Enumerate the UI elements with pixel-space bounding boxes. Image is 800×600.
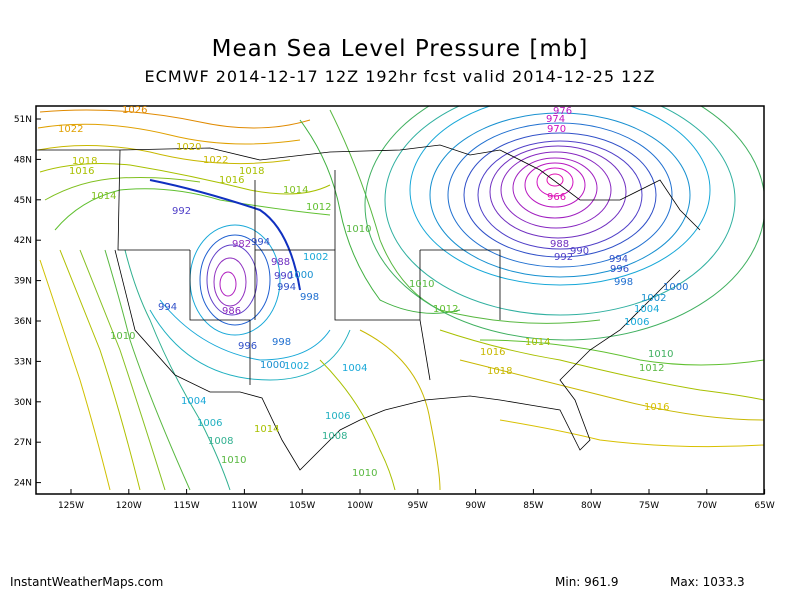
contour-label: 1010 xyxy=(110,331,135,342)
contour-label: 996 xyxy=(238,341,257,352)
lon-tick-label: 125W xyxy=(58,501,84,511)
contour-label: 1002 xyxy=(284,361,309,372)
lat-tick-label: 39N xyxy=(14,277,32,287)
contour-label: 996 xyxy=(610,264,629,275)
contour-labels: 1026102210221020101810181018101610161016… xyxy=(58,105,688,479)
contour-label: 966 xyxy=(547,192,566,203)
contour-label: 994 xyxy=(609,254,628,265)
lon-tick-label: 65W xyxy=(754,501,774,511)
lat-tick-label: 24N xyxy=(14,479,32,489)
contour-label: 1022 xyxy=(58,124,83,135)
contour-label: 1014 xyxy=(254,424,279,435)
site-credit: InstantWeatherMaps.com xyxy=(10,575,164,589)
contour-label: 982 xyxy=(232,239,251,250)
contour-label: 1018 xyxy=(72,156,97,167)
contour-label: 1006 xyxy=(325,411,350,422)
contour-label: 992 xyxy=(554,252,573,263)
contour-label: 1010 xyxy=(648,349,673,360)
contour-label: 1004 xyxy=(342,363,367,374)
contour-label: 994 xyxy=(251,237,270,248)
lon-tick-label: 70W xyxy=(697,501,717,511)
map-title: Mean Sea Level Pressure [mb] xyxy=(211,36,589,62)
contour-label: 1004 xyxy=(181,396,206,407)
contour-label: 1018 xyxy=(239,166,264,177)
map-subtitle: ECMWF 2014-12-17 12Z 192hr fcst valid 20… xyxy=(144,67,656,86)
lat-tick-label: 36N xyxy=(14,317,32,327)
contour-label: 1016 xyxy=(480,347,505,358)
latitude-axis: 51N 48N 45N 42N 39N 36N 33N 30N 27N 24N xyxy=(14,115,41,489)
contour-label: 1000 xyxy=(260,360,285,371)
lat-tick-label: 51N xyxy=(14,115,32,125)
contour-label: 998 xyxy=(300,292,319,303)
lon-tick-label: 85W xyxy=(523,501,543,511)
lat-tick-label: 45N xyxy=(14,196,32,206)
contour-label: 1002 xyxy=(641,293,666,304)
lat-tick-label: 30N xyxy=(14,398,32,408)
contour-label: 1022 xyxy=(203,155,228,166)
contour-label: 1002 xyxy=(303,252,328,263)
contour-label: 1004 xyxy=(634,304,659,315)
contour-label: 1014 xyxy=(91,191,116,202)
lon-tick-label: 95W xyxy=(408,501,428,511)
lat-tick-label: 27N xyxy=(14,438,32,448)
lon-tick-label: 120W xyxy=(116,501,142,511)
lon-tick-label: 80W xyxy=(581,501,601,511)
contour-label: 1010 xyxy=(346,224,371,235)
lat-tick-label: 42N xyxy=(14,236,32,246)
contour-label: 1010 xyxy=(409,279,434,290)
contour-label: 1010 xyxy=(352,468,377,479)
contour-label: 1016 xyxy=(644,402,669,413)
contour-label: 1012 xyxy=(433,304,458,315)
contour-label: 990 xyxy=(274,271,293,282)
longitude-axis: 125W 120W 115W 110W 105W 100W 95W 90W 85W 80W 75W 7… xyxy=(58,489,775,511)
lon-tick-label: 90W xyxy=(465,501,485,511)
contour-label: 1000 xyxy=(288,270,313,281)
contour-label: 1006 xyxy=(624,317,649,328)
map-frame xyxy=(35,105,765,495)
lat-tick-label: 33N xyxy=(14,357,32,367)
contour-label: 970 xyxy=(547,124,566,135)
contour-label: 1000 xyxy=(663,282,688,293)
contour-label: 998 xyxy=(614,277,633,288)
contour-label: 1010 xyxy=(221,455,246,466)
contour-label: 990 xyxy=(570,246,589,257)
contour-label: 1020 xyxy=(176,142,201,153)
contour-label: 1006 xyxy=(197,418,222,429)
lon-tick-label: 110W xyxy=(231,501,257,511)
contour-label: 992 xyxy=(172,206,191,217)
contour-label: 976 xyxy=(553,106,572,117)
contour-label: 1012 xyxy=(639,363,664,374)
contour-label: 988 xyxy=(271,257,290,268)
lon-tick-label: 115W xyxy=(174,501,200,511)
contour-label: 986 xyxy=(222,306,241,317)
contour-label: 1016 xyxy=(69,166,94,177)
contour-label: 1008 xyxy=(208,436,233,447)
contour-label: 1014 xyxy=(283,185,308,196)
contour-label: 998 xyxy=(272,337,291,348)
contour-label: 974 xyxy=(546,114,565,125)
max-pressure: Max: 1033.3 xyxy=(670,575,745,589)
contour-label: 994 xyxy=(158,302,177,313)
contour-label: 1012 xyxy=(306,202,331,213)
contour-label: 1016 xyxy=(219,175,244,186)
contour-label: 994 xyxy=(277,282,296,293)
contour-label: 1018 xyxy=(487,366,512,377)
lon-tick-label: 105W xyxy=(289,501,315,511)
contour-label: 1014 xyxy=(525,337,550,348)
contour-label: 1008 xyxy=(322,431,347,442)
contour-label: 988 xyxy=(550,239,569,250)
lon-tick-label: 75W xyxy=(639,501,659,511)
lat-tick-label: 48N xyxy=(14,155,32,165)
min-pressure: Min: 961.9 xyxy=(555,575,619,589)
lon-tick-label: 100W xyxy=(347,501,373,511)
contour-label: 1026 xyxy=(122,105,147,116)
